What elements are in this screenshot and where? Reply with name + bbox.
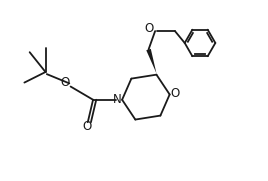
Text: O: O	[171, 87, 180, 100]
Text: N: N	[113, 93, 122, 106]
Text: O: O	[145, 22, 154, 35]
Text: O: O	[61, 76, 70, 89]
Text: O: O	[83, 120, 92, 133]
Polygon shape	[146, 49, 157, 73]
